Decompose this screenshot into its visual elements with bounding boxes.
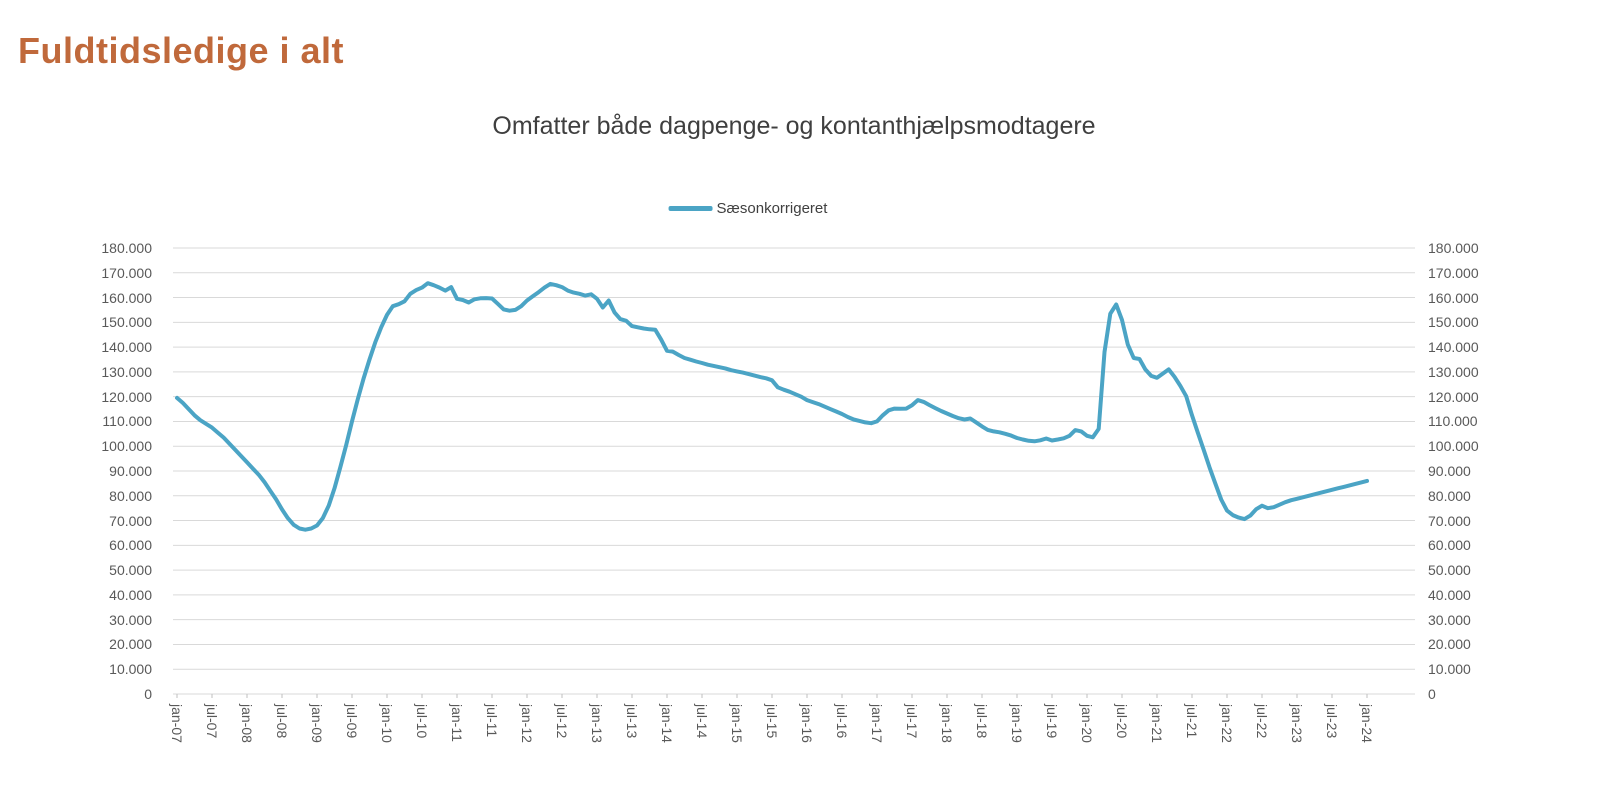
y-tick-label-left: 160.000 [101, 289, 152, 306]
x-tick-label: jul-21 [1184, 704, 1200, 739]
y-tick-label-left: 0 [144, 686, 152, 702]
y-tick-label-right: 40.000 [1428, 586, 1471, 603]
x-tick-label: jul-15 [764, 704, 780, 739]
x-tick-label: jul-10 [414, 704, 430, 739]
x-tick-label: jan-21 [1149, 704, 1165, 743]
y-tick-label-left: 60.000 [109, 537, 152, 554]
x-tick-label: jul-11 [484, 704, 500, 738]
x-tick-label: jul-07 [204, 704, 220, 739]
x-tick-label: jan-13 [589, 704, 605, 743]
legend-label: Sæsonkorrigeret [716, 200, 828, 217]
x-tick-label: jul-09 [344, 704, 360, 739]
x-tick-label: jan-22 [1219, 704, 1235, 743]
y-tick-label-left: 150.000 [101, 314, 152, 331]
x-tick-label: jul-13 [624, 704, 640, 739]
x-tick-label: jan-17 [869, 704, 885, 743]
x-tick-label: jan-10 [379, 704, 395, 743]
y-tick-label-left: 10.000 [109, 661, 152, 678]
y-tick-label-right: 0 [1428, 686, 1436, 702]
y-tick-label-right: 170.000 [1428, 264, 1479, 281]
x-tick-label: jul-12 [554, 704, 570, 739]
y-tick-label-left: 140.000 [101, 339, 152, 356]
x-tick-label: jul-17 [904, 704, 920, 739]
y-tick-label-right: 100.000 [1428, 438, 1479, 455]
y-tick-label-right: 160.000 [1428, 289, 1479, 306]
x-tick-label: jan-11 [449, 704, 465, 742]
y-tick-label-left: 80.000 [109, 487, 152, 504]
x-tick-label: jul-22 [1254, 704, 1270, 739]
y-tick-label-left: 20.000 [109, 636, 152, 653]
y-tick-label-right: 90.000 [1428, 463, 1471, 479]
x-tick-label: jan-08 [239, 704, 255, 743]
page-title: Fuldtidsledige i alt [18, 30, 345, 71]
x-tick-label: jan-20 [1079, 704, 1095, 743]
x-tick-label: jan-23 [1289, 704, 1305, 743]
x-tick-label: jul-18 [974, 704, 990, 739]
series-saesonkorrigeret-line [175, 281, 1369, 532]
x-tick-label: jul-23 [1324, 704, 1340, 739]
x-tick-label: jan-19 [1009, 704, 1025, 743]
y-tick-label-left: 30.000 [109, 611, 152, 628]
chart-subtitle: Omfatter både dagpenge- og kontanthjælps… [492, 112, 1096, 140]
y-tick-label-left: 50.000 [109, 562, 152, 579]
y-tick-label-left: 130.000 [101, 363, 152, 380]
x-tick-label: jul-20 [1114, 704, 1130, 739]
y-tick-label-right: 20.000 [1428, 636, 1471, 653]
x-tick-label: jan-07 [169, 704, 185, 743]
y-tick-label-left: 40.000 [109, 586, 152, 603]
x-tick-label: jan-12 [519, 704, 535, 743]
y-tick-label-right: 70.000 [1428, 512, 1471, 529]
y-tick-label-right: 140.000 [1428, 339, 1479, 356]
y-tick-label-right: 30.000 [1428, 611, 1471, 628]
x-tick-label: jan-14 [659, 704, 675, 743]
y-tick-label-right: 150.000 [1428, 314, 1479, 331]
y-tick-label-left: 110.000 [102, 413, 152, 430]
y-tick-label-left: 70.000 [109, 512, 152, 529]
legend-line-swatch [668, 206, 713, 211]
x-tick-label: jul-16 [834, 704, 850, 739]
x-tick-label: jul-08 [274, 704, 290, 739]
chart-legend: Sæsonkorrigeret [668, 200, 828, 217]
y-tick-label-right: 80.000 [1428, 487, 1471, 504]
x-tick-label: jul-19 [1044, 704, 1060, 739]
y-tick-label-right: 180.000 [1428, 240, 1479, 256]
x-tick-label: jan-15 [729, 704, 745, 743]
y-tick-label-right: 120.000 [1428, 388, 1479, 405]
x-tick-label: jan-18 [939, 704, 955, 743]
y-tick-label-left: 90.000 [109, 463, 152, 479]
y-tick-label-right: 130.000 [1428, 363, 1479, 380]
y-tick-label-left: 170.000 [101, 264, 152, 281]
x-tick-label: jul-14 [694, 704, 710, 739]
y-tick-label-left: 120.000 [101, 388, 152, 405]
x-tick-label: jan-24 [1359, 704, 1375, 743]
y-tick-label-right: 60.000 [1428, 537, 1471, 554]
y-tick-label-left: 100.000 [101, 438, 152, 455]
x-tick-label: jan-16 [799, 704, 815, 743]
y-tick-label-left: 180.000 [101, 240, 152, 256]
y-tick-label-right: 110.000 [1428, 413, 1478, 430]
y-tick-label-right: 10.000 [1428, 661, 1471, 678]
x-tick-label: jan-09 [309, 704, 325, 743]
y-tick-label-right: 50.000 [1428, 562, 1471, 579]
